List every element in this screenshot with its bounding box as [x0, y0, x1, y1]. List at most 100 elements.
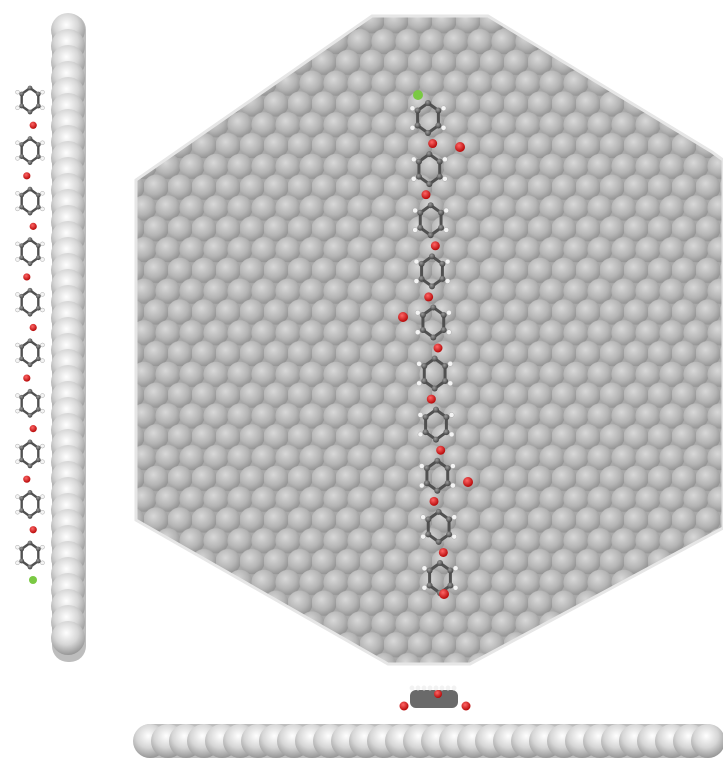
carbon	[434, 458, 440, 464]
stack	[410, 690, 458, 708]
hydrogen	[16, 242, 20, 246]
carbon	[425, 100, 431, 106]
carbon	[437, 560, 443, 566]
hydrogen	[40, 495, 44, 499]
carbon	[36, 344, 41, 349]
carbon	[36, 496, 41, 501]
hydrogen	[40, 444, 44, 448]
oxygen	[30, 425, 37, 432]
carbon	[19, 445, 24, 450]
carbon	[434, 488, 440, 494]
oxygen	[434, 690, 442, 698]
carbon	[426, 151, 432, 157]
hydrogen	[446, 686, 451, 691]
hydrogen	[16, 156, 20, 160]
carbon	[28, 389, 33, 394]
oxygen	[455, 142, 465, 152]
oxygen	[400, 702, 409, 711]
hydrogen	[40, 106, 44, 110]
carbon	[36, 243, 41, 248]
hydrogen	[411, 176, 416, 181]
carbon	[28, 362, 33, 367]
carbon	[417, 210, 423, 216]
carbon	[28, 160, 33, 165]
carbon	[428, 232, 434, 238]
carbon	[28, 211, 33, 216]
hydrogen	[452, 515, 457, 520]
hydrogen	[450, 483, 455, 488]
hydrogen	[411, 157, 416, 162]
carbon	[36, 154, 41, 159]
carbon	[36, 255, 41, 260]
hydrogen	[410, 106, 415, 111]
carbon	[19, 356, 24, 361]
carbon	[446, 531, 452, 537]
hydrogen	[40, 242, 44, 246]
oxygen	[30, 526, 37, 533]
hydrogen	[413, 227, 418, 232]
carbon	[433, 437, 439, 443]
oxygen	[434, 344, 443, 353]
hydrogen	[16, 510, 20, 514]
carbon	[438, 210, 444, 216]
carbon	[430, 304, 436, 310]
carbon	[420, 327, 426, 333]
carbon	[19, 104, 24, 109]
hydrogen	[40, 191, 44, 195]
hydrogen	[16, 394, 20, 398]
carbon	[426, 181, 432, 187]
hydrogen	[419, 483, 424, 488]
carbon	[415, 123, 421, 129]
ring	[22, 341, 39, 365]
ring	[22, 391, 39, 415]
carbon	[432, 356, 438, 362]
hydrogen	[448, 361, 453, 366]
carbon	[28, 514, 33, 519]
hydrogen	[452, 534, 457, 539]
surface-top-view	[136, 16, 723, 664]
hydrogen	[16, 359, 20, 363]
carbon	[435, 108, 441, 114]
hydrogen	[422, 585, 427, 590]
ring	[22, 139, 39, 163]
hydrogen	[414, 259, 419, 264]
hydrogen	[421, 515, 426, 520]
carbon	[427, 568, 433, 574]
hydrogen	[442, 157, 447, 162]
hydrogen	[16, 308, 20, 312]
hydrogen	[418, 412, 423, 417]
atom	[51, 621, 85, 655]
hydrogen	[16, 257, 20, 261]
carbon	[36, 457, 41, 462]
hydrogen	[422, 566, 427, 571]
carbon	[423, 429, 429, 435]
oxygen	[463, 477, 473, 487]
hydrogen	[444, 208, 449, 213]
oxygen	[439, 548, 448, 557]
oxygen	[23, 172, 30, 179]
carbon	[36, 559, 41, 564]
oxygen	[30, 223, 37, 230]
carbon	[19, 255, 24, 260]
hydrogen	[16, 561, 20, 565]
carbon	[417, 225, 423, 231]
oxygen	[30, 122, 37, 129]
carbon	[19, 294, 24, 299]
hydrogen	[16, 106, 20, 110]
oxygen	[439, 589, 449, 599]
hydrogen	[416, 686, 421, 691]
hydrogen	[16, 90, 20, 94]
hydrogen	[16, 460, 20, 464]
carbon	[421, 363, 427, 369]
hydrogen	[16, 343, 20, 347]
oxygen	[428, 139, 437, 148]
carbon	[438, 225, 444, 231]
carbon	[439, 276, 445, 282]
hydrogen	[16, 545, 20, 549]
hydrogen	[421, 534, 426, 539]
hydrogen	[40, 90, 44, 94]
carbon	[442, 363, 448, 369]
oxygen	[424, 292, 433, 301]
carbon	[28, 565, 33, 570]
hydrogen	[449, 432, 454, 437]
